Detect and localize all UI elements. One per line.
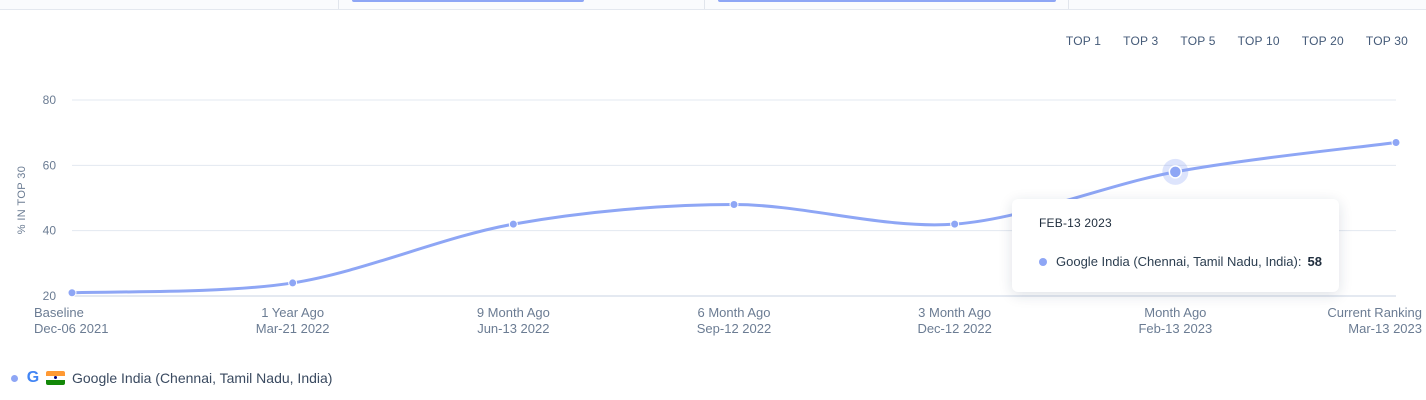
top-filter-bar — [0, 0, 1426, 10]
chart-tooltip: FEB-13 2023 Google India (Chennai, Tamil… — [1012, 199, 1339, 292]
x-category-period: Month Ago — [1144, 305, 1206, 320]
tab-top-30[interactable]: TOP 30 — [1365, 34, 1408, 48]
tab-top-3[interactable]: TOP 3 — [1123, 34, 1159, 48]
data-point-highlighted — [1168, 165, 1183, 179]
tab-top-5[interactable]: TOP 5 — [1180, 34, 1216, 48]
x-category-period: 6 Month Ago — [698, 305, 771, 320]
tab-top-10[interactable]: TOP 10 — [1237, 34, 1280, 48]
data-point — [508, 219, 518, 229]
filter-separator — [704, 0, 705, 9]
y-axis-ticks: 20 40 60 80 — [43, 93, 57, 303]
x-category-period: Current Ranking — [1327, 305, 1422, 320]
chart-legend[interactable]: G Google India (Chennai, Tamil Nadu, Ind… — [11, 369, 333, 386]
legend-series-dot — [11, 374, 18, 382]
tooltip-row: Google India (Chennai, Tamil Nadu, India… — [1039, 254, 1322, 269]
x-category-date: Jun-13 2022 — [477, 321, 549, 336]
tab-top-20[interactable]: TOP 20 — [1301, 34, 1344, 48]
x-category-date: Dec-06 2021 — [34, 321, 108, 336]
data-point — [288, 278, 298, 288]
tooltip-series-name: Google India (Chennai, Tamil Nadu, India… — [1056, 254, 1302, 269]
x-category-period: 3 Month Ago — [918, 305, 991, 320]
chart-series — [67, 137, 1401, 298]
x-category-date: Dec-12 2022 — [917, 321, 991, 336]
x-category-date: Sep-12 2022 — [697, 321, 771, 336]
top-range-tabs: TOP 1 TOP 3 TOP 5 TOP 10 TOP 20 TOP 30 — [1044, 34, 1408, 61]
data-point — [67, 288, 77, 298]
tooltip-date: FEB-13 2023 — [1039, 216, 1112, 230]
data-point — [729, 200, 739, 210]
india-flag-icon — [46, 371, 65, 385]
x-category-period: Baseline — [34, 305, 84, 320]
tab-top-1[interactable]: TOP 1 — [1065, 34, 1102, 48]
google-icon: G — [25, 369, 41, 386]
x-category-date: Feb-13 2023 — [1138, 321, 1212, 336]
x-category-date: Mar-21 2022 — [256, 321, 330, 336]
filter-input-1[interactable] — [352, 0, 584, 2]
tooltip-series-dot — [1039, 257, 1047, 266]
y-tick-label: 60 — [43, 158, 57, 172]
y-tick-label: 40 — [43, 224, 57, 238]
y-tick-label: 80 — [43, 93, 57, 107]
google-letter: G — [26, 369, 40, 386]
tooltip-value: 58 — [1307, 254, 1322, 269]
y-axis-label: % IN TOP 30 — [16, 166, 28, 235]
x-category-period: 1 Year Ago — [261, 305, 324, 320]
data-point — [950, 219, 960, 229]
x-category-date: Mar-13 2023 — [1348, 321, 1422, 336]
legend-label: Google India (Chennai, Tamil Nadu, India… — [72, 370, 333, 386]
x-category-period: 9 Month Ago — [477, 305, 550, 320]
filter-separator — [1068, 0, 1069, 9]
data-point — [1391, 137, 1401, 147]
y-tick-label: 20 — [43, 289, 57, 303]
filter-separator — [338, 0, 339, 9]
filter-input-2[interactable] — [718, 0, 1056, 2]
chart-grid — [72, 99, 1396, 297]
